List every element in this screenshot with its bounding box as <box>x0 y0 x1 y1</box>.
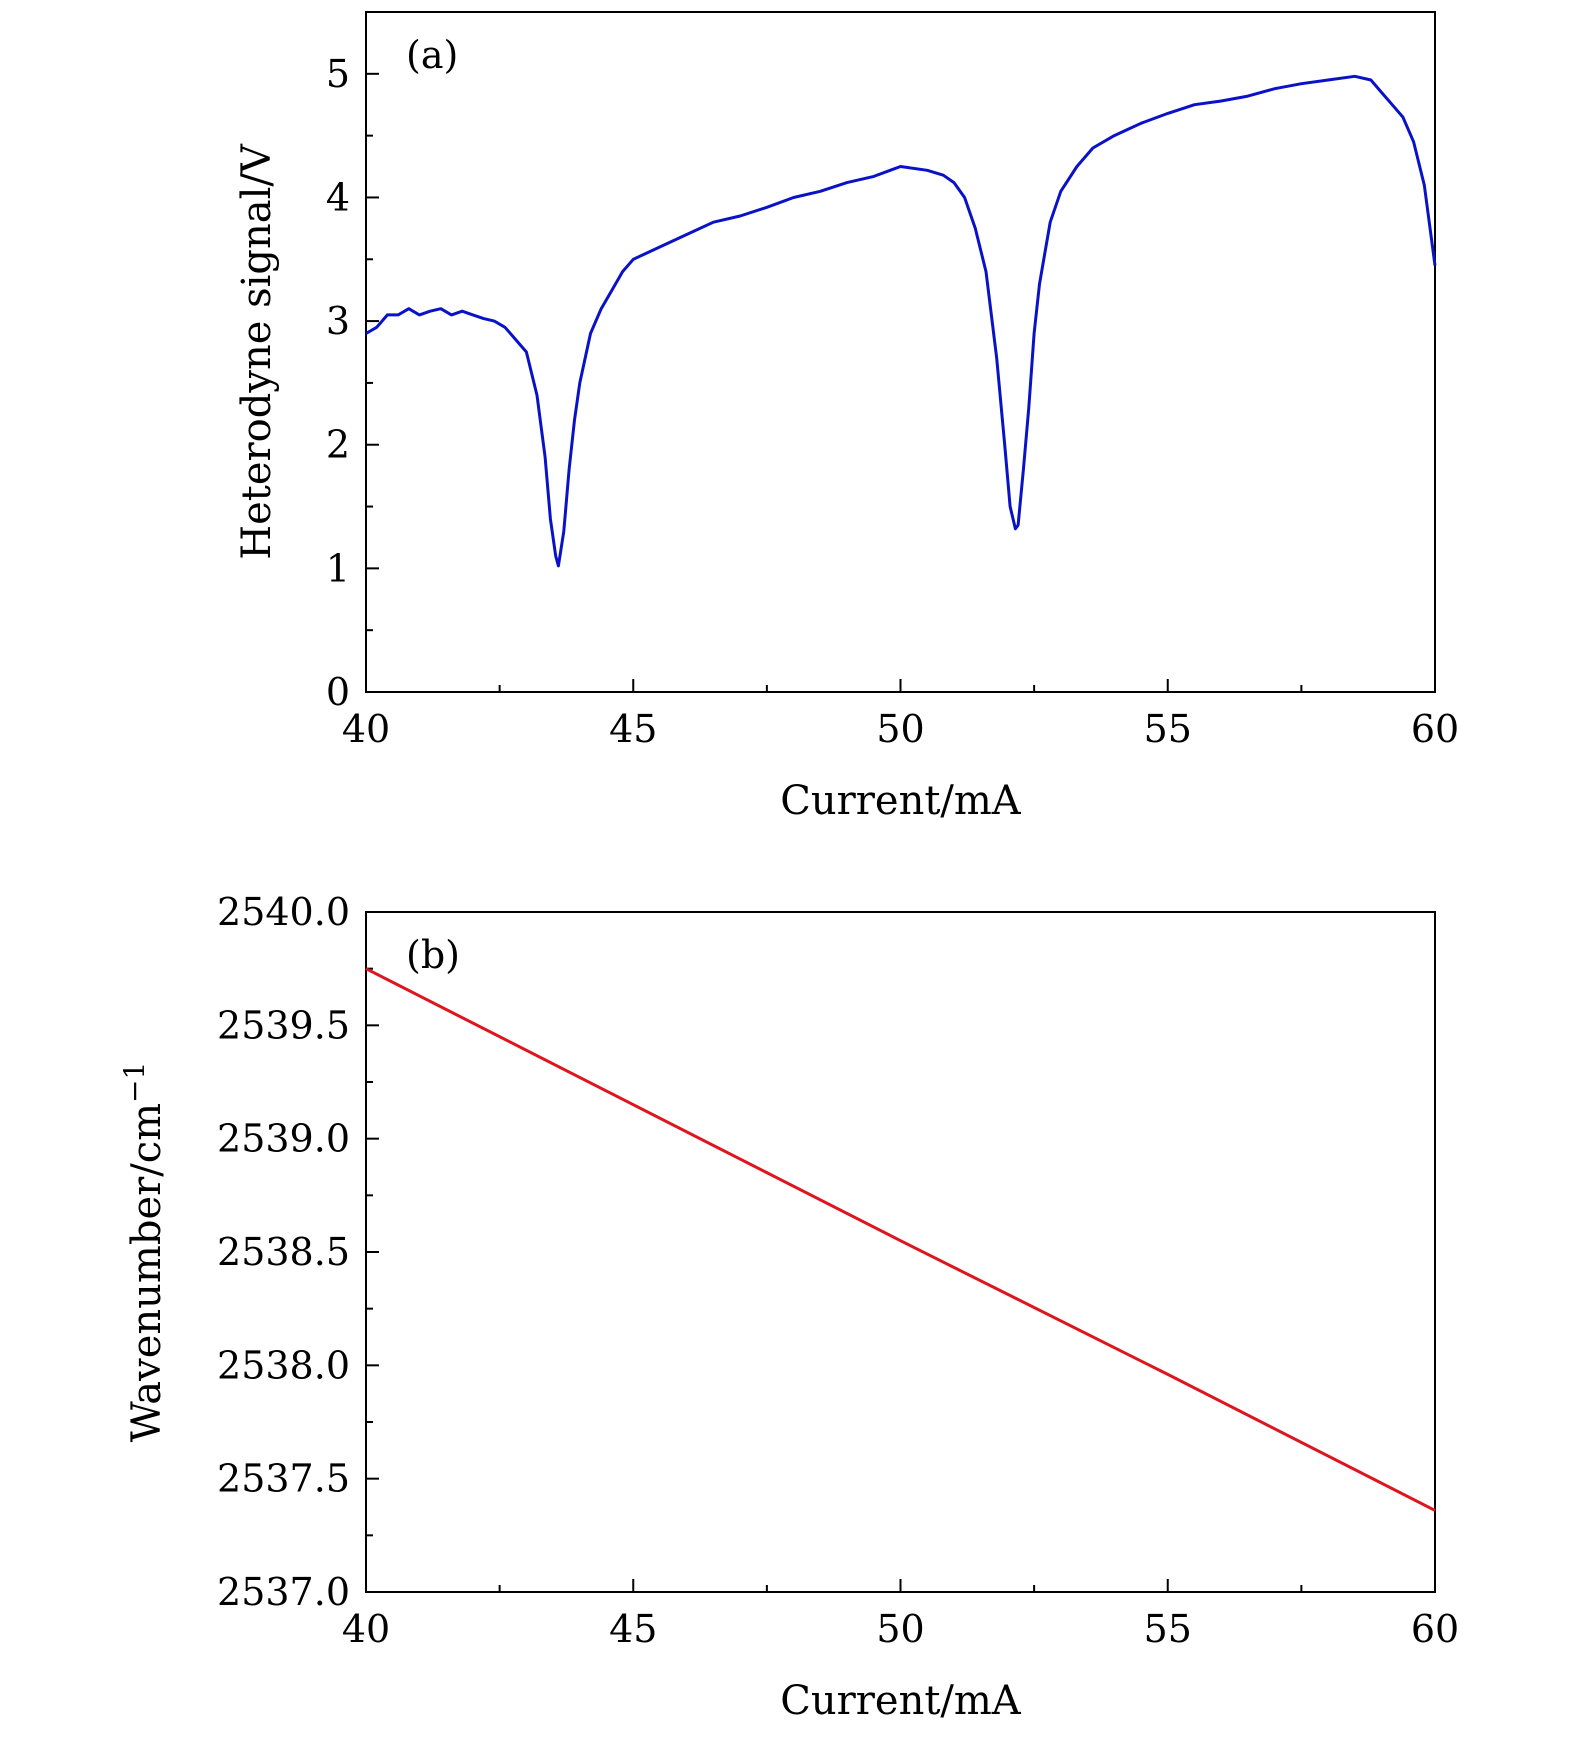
x-tick-label: 55 <box>1144 707 1192 751</box>
y-tick-label: 1 <box>326 546 350 590</box>
panel-label: (a) <box>406 33 458 77</box>
y-tick-label: 2540.0 <box>217 890 350 934</box>
x-tick-label: 50 <box>876 1607 924 1651</box>
x-axis-title: Current/mA <box>780 1678 1022 1724</box>
y-tick-label: 2539.5 <box>217 1003 350 1047</box>
y-tick-label: 2539.0 <box>217 1117 350 1161</box>
series-line <box>365 74 1437 568</box>
chart-panel-1: 40 45 50 55 60 2537.0 2537.5 2538.0 2538.5 2539.0… <box>118 890 1459 1724</box>
y-tick-label: 5 <box>326 52 350 96</box>
x-tick-label: 40 <box>342 707 390 751</box>
plot-frame <box>365 911 1436 1593</box>
y-tick-label: 2537.5 <box>217 1457 350 1501</box>
x-tick-label: 45 <box>609 707 657 751</box>
series-line <box>365 967 1436 1512</box>
y-axis-title: Heterodyne signal/V <box>234 143 280 560</box>
y-axis-title-superscript: −1 <box>118 1062 151 1103</box>
x-tick-label: 55 <box>1144 1607 1192 1651</box>
panel-label: (b) <box>406 933 460 977</box>
y-axis-title: Wavenumber/cm−1 <box>118 1062 170 1443</box>
x-tick-label: 60 <box>1411 1607 1459 1651</box>
y-tick-label: 4 <box>326 175 350 219</box>
y-tick-label: 3 <box>326 299 350 343</box>
y-tick-label: 2538.5 <box>217 1230 350 1274</box>
y-tick-label: 2 <box>326 423 350 467</box>
x-tick-label: 60 <box>1411 707 1459 751</box>
x-tick-label: 50 <box>876 707 924 751</box>
y-tick-label: 2537.0 <box>217 1570 350 1614</box>
y-tick-label: 2538.0 <box>217 1343 350 1387</box>
x-tick-label: 40 <box>342 1607 390 1651</box>
x-axis-title: Current/mA <box>780 778 1022 824</box>
y-tick-label: 0 <box>326 670 350 714</box>
x-tick-label: 45 <box>609 1607 657 1651</box>
